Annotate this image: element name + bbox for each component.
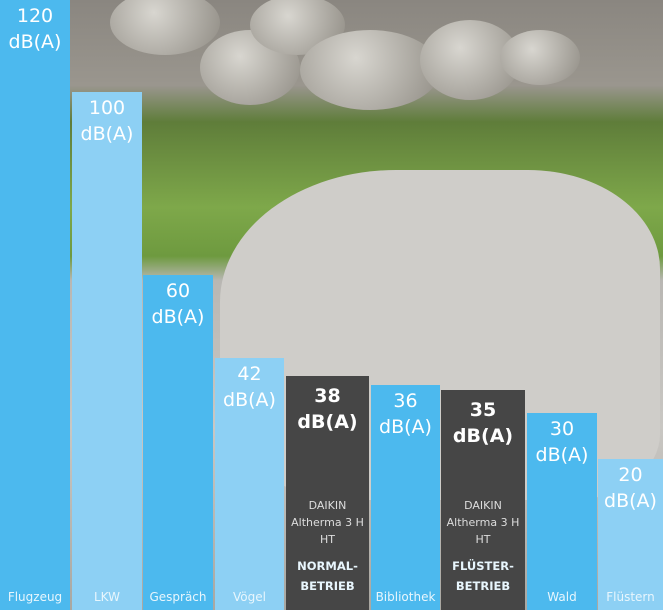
value-label: 38: [286, 384, 369, 408]
value-label: 60: [143, 279, 213, 303]
unit-label: dB(A): [371, 415, 440, 439]
category-label: Wald: [527, 590, 597, 604]
category-label: FLÜSTER-BETRIEB: [449, 556, 517, 596]
unit-label: dB(A): [286, 410, 369, 434]
unit-label: dB(A): [215, 388, 284, 412]
category-label: Flüstern: [598, 590, 663, 604]
value-label: 30: [527, 417, 597, 441]
category-label: Gespräch: [143, 590, 213, 604]
rock: [300, 30, 440, 110]
description: DAIKIN Altherma 3 H HT: [445, 497, 521, 548]
unit-label: dB(A): [598, 489, 663, 513]
rock: [500, 30, 580, 85]
category-label: LKW: [72, 590, 142, 604]
value-label: 36: [371, 389, 440, 413]
unit-label: dB(A): [527, 443, 597, 467]
rock: [110, 0, 220, 55]
unit-label: dB(A): [143, 305, 213, 329]
unit-label: dB(A): [441, 424, 525, 448]
value-label: 100: [72, 96, 142, 120]
description: DAIKIN Altherma 3 H HT: [290, 497, 365, 548]
value-label: 42: [215, 362, 284, 386]
infographic: 120dB(A)Flugzeug100dB(A)LKW60dB(A)Gesprä…: [0, 0, 663, 610]
category-label: Vögel: [215, 590, 284, 604]
value-label: 120: [0, 4, 70, 28]
unit-label: dB(A): [72, 122, 142, 146]
category-label: Bibliothek: [371, 590, 440, 604]
value-label: 20: [598, 463, 663, 487]
category-label: Flugzeug: [0, 590, 70, 604]
category-label: NORMAL-BETRIEB: [294, 556, 361, 596]
value-label: 35: [441, 398, 525, 422]
unit-label: dB(A): [0, 30, 70, 54]
